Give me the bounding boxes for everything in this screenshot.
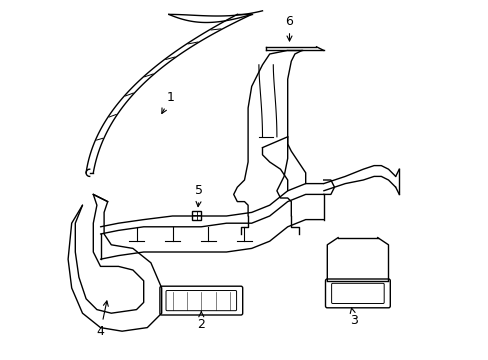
Text: 6: 6 xyxy=(285,15,293,41)
Text: 3: 3 xyxy=(349,308,358,327)
Text: 1: 1 xyxy=(162,91,174,113)
Text: 4: 4 xyxy=(96,301,108,338)
Bar xyxy=(192,211,201,220)
Text: 5: 5 xyxy=(195,184,203,207)
Text: 2: 2 xyxy=(197,311,205,330)
